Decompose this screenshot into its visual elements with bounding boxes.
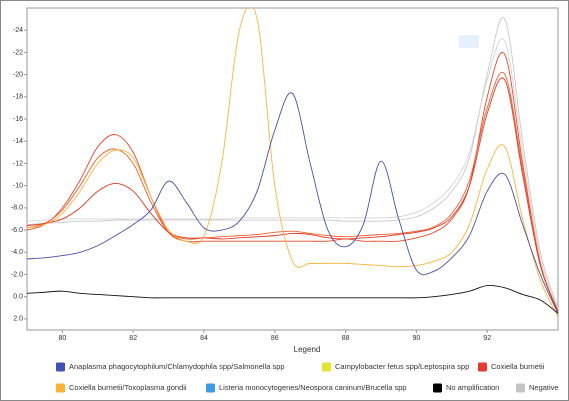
y-tick-label: -4.0 [11,249,23,256]
legend-label: Negative [529,383,559,392]
x-tick-label: 82 [129,335,137,342]
x-axis-label: Legend [294,345,321,354]
y-tick-label: -2.0 [11,271,23,278]
highlight [459,35,479,48]
legend-swatch [206,383,215,393]
legend-label: Anaplasma phagocytophilum/Chlamydophila … [69,362,285,371]
legend-label: No amplification [446,383,499,392]
curve [27,92,558,314]
x-tick-label: 84 [200,335,208,342]
legend-label: Coxiella burnetii [491,362,545,371]
x-tick-label: 86 [271,335,279,342]
plot-area [26,7,559,331]
legend-swatch [433,383,442,393]
legend-swatch [516,383,525,393]
y-tick-label: -6.0 [11,227,23,234]
y-tick-label: -20 [13,71,23,78]
curve [27,71,558,313]
legend-swatch [56,362,65,372]
legend-swatch [56,383,65,393]
x-tick-label: 90 [413,335,421,342]
y-tick-label: -22 [13,49,23,56]
curve [27,8,558,317]
y-tick-label: -18 [13,94,23,101]
y-tick-label: -10 [13,182,23,189]
legend-label: Listeria monocytogenes/Neospora caninum/… [219,383,407,392]
x-tick-label: 80 [59,335,67,342]
curve [27,16,558,308]
curve [27,38,558,311]
legend-swatch [322,362,331,372]
y-tick-label: 0.0 [13,294,23,301]
curve [27,285,558,314]
x-tick-label: 92 [483,335,491,342]
y-tick-label: -16 [13,116,23,123]
curve [27,77,558,312]
y-tick-label: -24 [13,27,23,34]
y-tick-label: 2.0 [13,316,23,323]
legend-swatch [478,362,487,372]
y-tick-label: -14 [13,138,23,145]
x-tick-label: 88 [342,335,350,342]
y-tick-label: -8.0 [11,205,23,212]
y-tick-label: -12 [13,160,23,167]
legend-label: Campylobacter fetus spp/Leptospira spp [335,362,469,371]
legend-label: Coxiella burnetii/Toxoplasma gondii [69,383,187,392]
curve [27,51,558,314]
